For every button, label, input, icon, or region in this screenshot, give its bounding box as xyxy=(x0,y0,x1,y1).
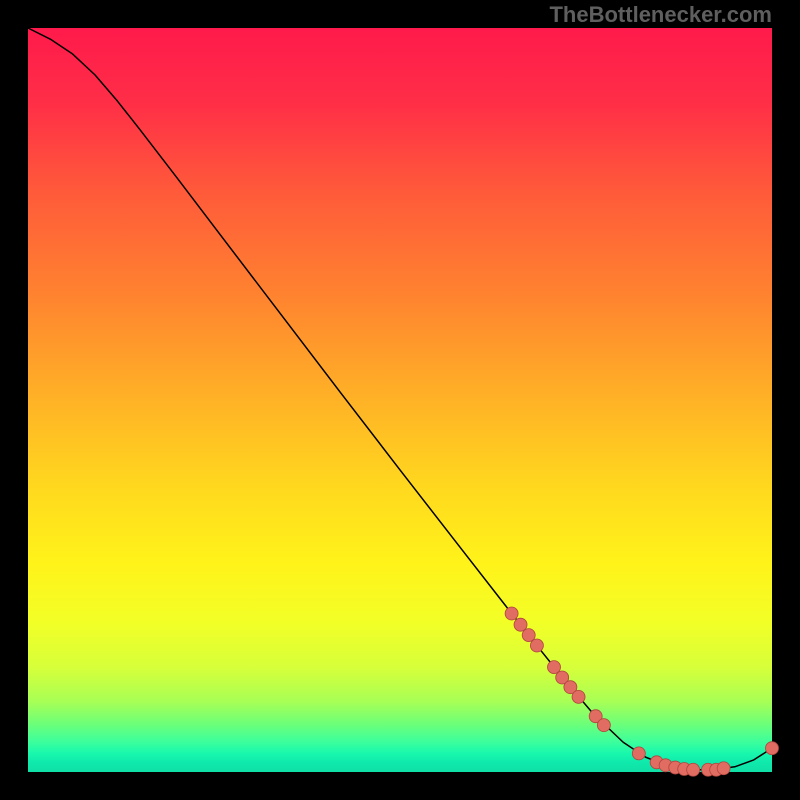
data-marker xyxy=(522,629,535,642)
data-marker xyxy=(632,747,645,760)
watermark-text: TheBottlenecker.com xyxy=(549,2,772,28)
marker-group xyxy=(505,607,778,776)
curve-layer xyxy=(28,28,772,772)
data-marker xyxy=(687,763,700,776)
data-marker xyxy=(717,762,730,775)
data-marker xyxy=(572,690,585,703)
plot-area xyxy=(28,28,772,772)
bottleneck-curve xyxy=(28,28,772,770)
data-marker xyxy=(766,742,779,755)
data-marker xyxy=(530,639,543,652)
chart-container: TheBottlenecker.com xyxy=(0,0,800,800)
data-marker xyxy=(597,719,610,732)
data-marker xyxy=(505,607,518,620)
